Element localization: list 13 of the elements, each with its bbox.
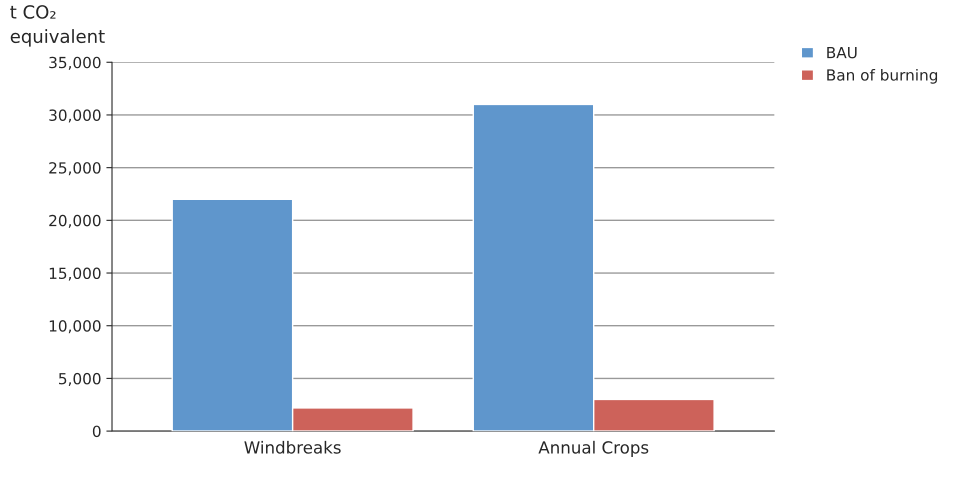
y-tick-label: 15,000 xyxy=(50,267,101,281)
x-tick-label: Windbreaks xyxy=(244,440,341,454)
y-tick-label: 0 xyxy=(92,426,101,438)
y-tick-label: 10,000 xyxy=(50,320,101,334)
y-tick-label: 25,000 xyxy=(49,162,101,176)
y-tick-label: 35,000 xyxy=(49,56,101,70)
y-axis-title: t CO₂ equivalent xyxy=(10,5,105,47)
x-tick-label: Annual Crops xyxy=(538,440,648,457)
legend-label: BAU xyxy=(827,46,857,58)
y-tick-label: 5,000 xyxy=(59,372,101,386)
legend-label: Ban of burning xyxy=(827,68,938,84)
y-tick-label: 20,000 xyxy=(49,214,101,228)
y-tick-label: 30,000 xyxy=(49,109,101,123)
